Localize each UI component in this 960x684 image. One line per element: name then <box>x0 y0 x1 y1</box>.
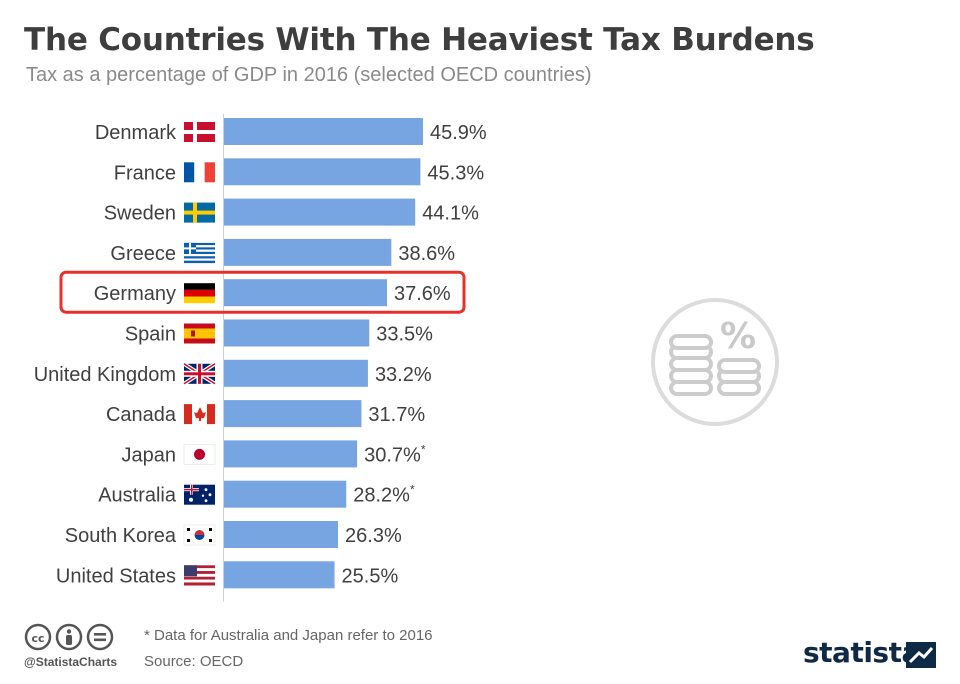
japan-flag-icon <box>183 444 216 465</box>
asterisk-mark: * <box>410 483 415 497</box>
bar <box>224 561 335 589</box>
data-label: 33.5% <box>376 324 433 346</box>
bar <box>224 480 347 508</box>
attribution-icon <box>55 623 83 651</box>
bar <box>224 400 362 428</box>
bar <box>224 440 358 468</box>
data-label: 30.7%* <box>364 442 426 466</box>
bar <box>224 238 392 266</box>
statista-logo[interactable]: statista <box>803 636 920 669</box>
bar-row: Canada 31.7% <box>106 400 425 428</box>
category-label: France <box>114 162 176 184</box>
category-label: Denmark <box>95 122 177 144</box>
category-label: South Korea <box>65 525 177 547</box>
data-label: 45.3% <box>427 162 484 184</box>
creative-commons-icon: cc <box>24 623 52 651</box>
category-label: Germany <box>94 283 176 305</box>
france-flag-icon <box>184 162 215 183</box>
svg-text:cc: cc <box>31 632 44 645</box>
united-states-flag-icon <box>184 565 215 586</box>
bar-row: Japan 30.7%* <box>122 440 426 468</box>
bar <box>224 118 423 145</box>
bar-row: United Kingdom 33.2% <box>34 359 432 387</box>
australia-flag-icon <box>184 484 215 505</box>
category-label: Sweden <box>104 203 176 225</box>
bar <box>224 359 368 387</box>
category-label: Japan <box>122 444 177 466</box>
source-note: Source: OECD <box>144 653 244 670</box>
bar <box>224 198 416 226</box>
data-label: 38.6% <box>398 243 455 265</box>
greece-flag-icon <box>184 242 215 264</box>
data-label: 33.2% <box>375 364 432 386</box>
data-label: 31.7% <box>368 404 425 426</box>
bar-row: Greece 38.6% <box>110 238 455 266</box>
bar-row: Germany 37.6% <box>94 279 451 307</box>
data-label: 25.5% <box>342 565 399 587</box>
chart-subtitle: Tax as a percentage of GDP in 2016 (sele… <box>26 64 592 86</box>
bar-row: South Korea 26.3% <box>65 521 402 548</box>
statista-logo-icon <box>906 642 936 668</box>
bar-row: Spain 33.5% <box>125 319 433 347</box>
statista-handle[interactable]: @StatistaCharts <box>24 655 118 669</box>
category-label: Spain <box>125 324 176 346</box>
bar-row: Denmark 45.9% <box>95 118 487 145</box>
bar <box>224 158 421 186</box>
chart-title: The Countries With The Heaviest Tax Burd… <box>24 22 815 58</box>
category-label: United Kingdom <box>34 364 176 386</box>
category-label: Australia <box>98 485 177 507</box>
category-label: Greece <box>110 243 176 265</box>
bar <box>224 319 370 347</box>
canada-flag-icon <box>184 404 215 425</box>
germany-flag-icon <box>184 283 215 304</box>
denmark-flag-icon <box>184 122 215 142</box>
coins-percent-icon: % <box>651 298 779 426</box>
spain-flag-icon <box>184 323 215 344</box>
highlight-box <box>59 270 466 314</box>
bar <box>224 279 388 307</box>
category-label: Canada <box>106 404 177 426</box>
bar <box>224 521 339 548</box>
bar-row: United States 25.5% <box>56 561 399 589</box>
data-label: 44.1% <box>422 203 479 225</box>
footnote: * Data for Australia and Japan refer to … <box>144 627 433 644</box>
bar-chart: Denmark 45.9% France 45.3% Sweden 44.1% Greece… <box>34 114 487 602</box>
license-icons: cc <box>24 623 114 651</box>
category-label: United States <box>56 565 176 587</box>
bar-row: Australia 28.2%* <box>98 480 415 508</box>
bar-row: France 45.3% <box>114 158 484 186</box>
sweden-flag-icon <box>184 202 215 223</box>
united-kingdom-flag-icon <box>182 362 217 386</box>
bar-row: Sweden 44.1% <box>104 198 479 226</box>
data-label: 37.6% <box>394 283 451 305</box>
data-label: 28.2%* <box>353 483 415 507</box>
no-derivatives-icon <box>86 623 114 651</box>
data-label: 26.3% <box>345 525 402 547</box>
south-korea-flag-icon <box>183 524 216 546</box>
data-label: 45.9% <box>430 122 487 144</box>
badge-percent-symbol: % <box>720 316 756 357</box>
asterisk-mark: * <box>421 442 426 456</box>
